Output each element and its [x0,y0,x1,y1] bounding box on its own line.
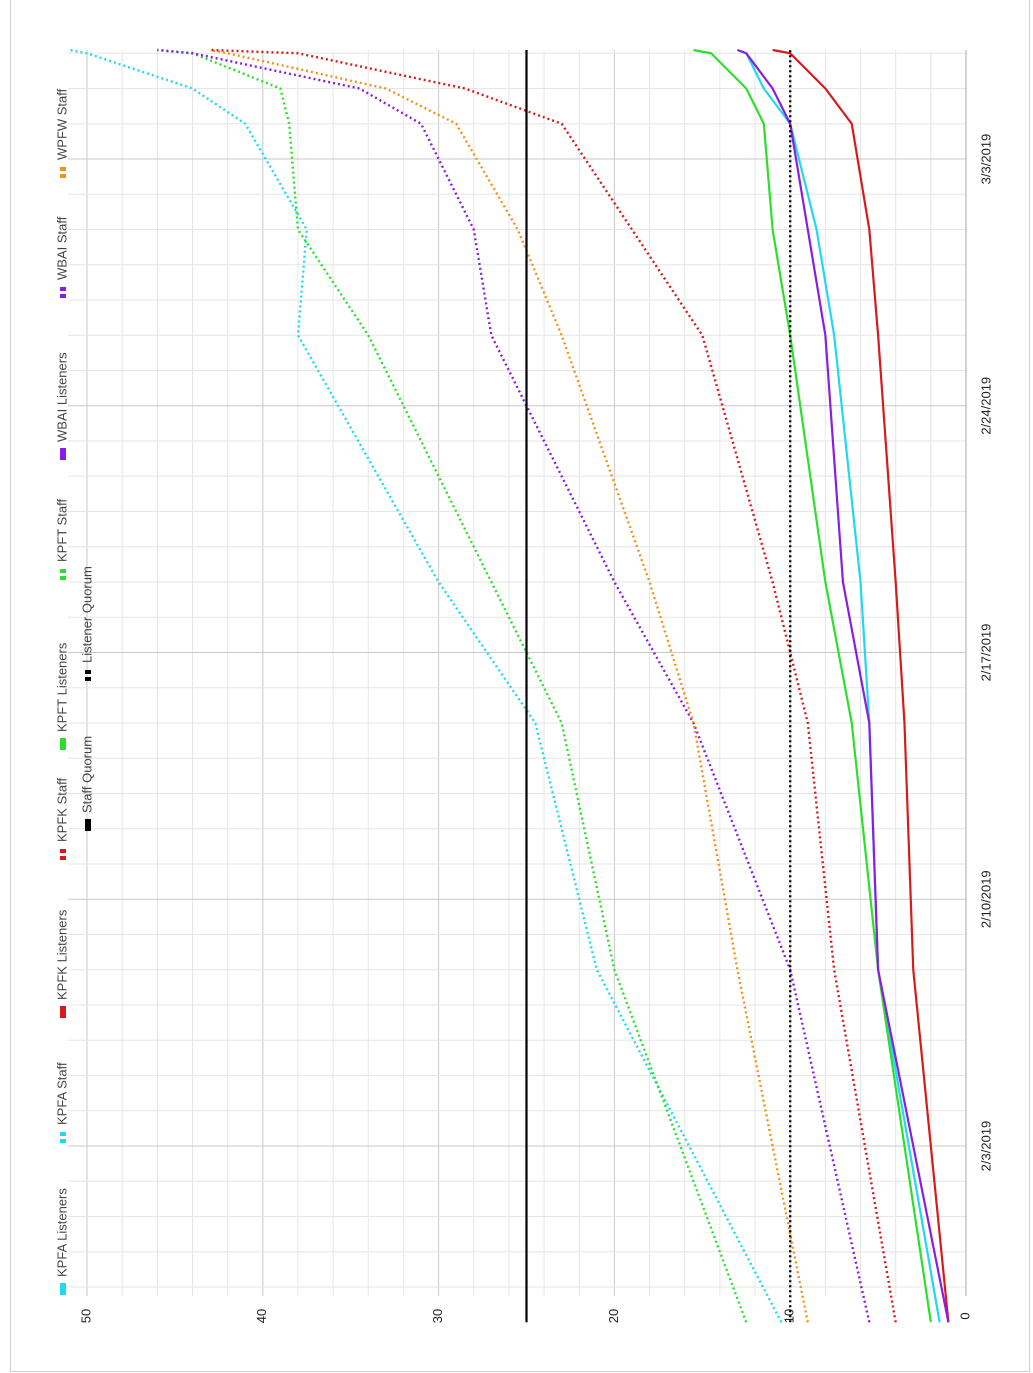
legend-item-listener-quorum: Listener Quorum [79,566,94,681]
legend-swatch [60,1132,66,1136]
series-line-wbai-listeners [737,48,950,1323]
legend-label: KPFT Listeners [54,642,69,732]
x-tick-label: 2/17/2019 [978,624,993,682]
legend-swatch [60,167,66,171]
series-line-kpft-listeners [693,48,932,1323]
legend-swatch [60,738,66,750]
chart-frame [10,0,1030,1372]
legend-item-wpfw-staff: WPFW Staff [54,88,69,178]
legend-swatch [60,448,66,460]
legend-swatch [60,849,66,853]
y-tick-label: 40 [254,1309,269,1323]
legend-label: KPFT Staff [54,499,69,562]
legend-label: KPFA Listeners [54,1188,69,1277]
legend-label: Listener Quorum [79,566,94,663]
legend-item-wbai-staff: WBAI Staff [54,216,69,298]
legend-item-kpfa-staff: KPFA Staff [54,1062,69,1143]
y-tick-label: 30 [430,1309,445,1323]
legend-swatch [60,1139,66,1143]
series-line-kpft-staff [157,48,748,1323]
legend-swatch [60,1283,66,1295]
legend-item-kpfa-listeners: KPFA Listeners [54,1188,69,1295]
legend-label: KPFK Staff [54,778,69,842]
x-tick-label: 3/3/2019 [978,134,993,185]
series-line-kpfa-staff [69,48,783,1323]
legend-label: WBAI Staff [54,216,69,280]
legend-label: WBAI Listeners [54,352,69,442]
legend-swatch [60,569,66,573]
x-tick-label: 2/10/2019 [978,870,993,928]
legend-item-wbai-listeners: WBAI Listeners [54,352,69,460]
legend-label: Staff Quorum [79,736,94,813]
legend-item-kpfk-listeners: KPFK Listeners [54,909,69,1018]
legend-swatch [60,576,66,580]
legend-swatch [85,819,91,831]
legend-swatch [85,677,91,681]
legend-swatch [60,287,66,291]
x-tick-label: 2/24/2019 [978,377,993,435]
x-tick-label: 2/3/2019 [978,1121,993,1172]
series-line-wpfw-staff [209,48,809,1323]
legend-label: KPFK Listeners [54,909,69,1000]
y-tick-label: 50 [78,1309,93,1323]
legend-swatch [60,856,66,860]
legend-item-kpft-listeners: KPFT Listeners [54,642,69,750]
legend-swatch [60,174,66,178]
legend-item-staff-quorum: Staff Quorum [79,736,94,831]
plot-area [68,48,967,1323]
y-tick-label: 0 [957,1312,972,1319]
y-tick-label: 10 [782,1309,797,1323]
y-tick-label: 20 [606,1309,621,1323]
legend-swatch [60,1006,66,1018]
legend-swatch [85,670,91,674]
series-line-wbai-staff [157,48,871,1323]
legend-item-kpft-staff: KPFT Staff [54,499,69,580]
legend-item-kpfk-staff: KPFK Staff [54,778,69,860]
series-line-kpfk-staff [210,48,897,1323]
series-line-kpfk-listeners [772,48,950,1323]
legend-swatch [60,294,66,298]
legend-label: KPFA Staff [54,1062,69,1125]
legend-label: WPFW Staff [54,88,69,160]
